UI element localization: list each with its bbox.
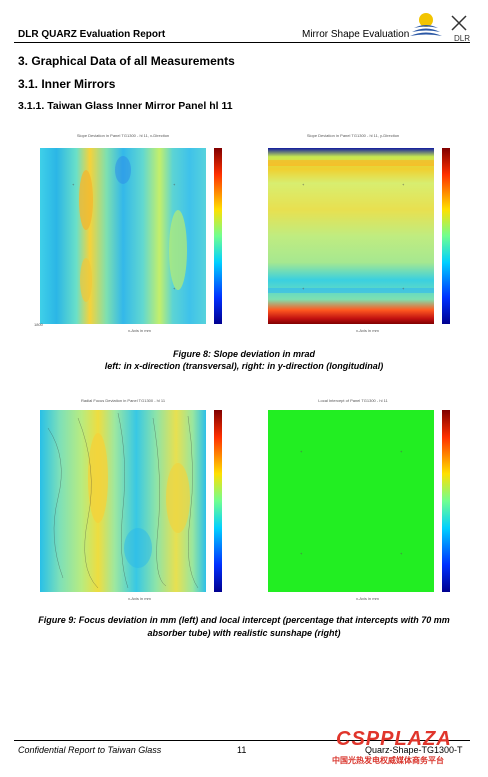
local-intercept-map: + + + + x-Axis in mm xyxy=(268,410,450,601)
svg-text:+: + xyxy=(402,286,405,291)
svg-text:+: + xyxy=(400,449,403,454)
slope-x-heatmap: + + + 1800 x-Axis in mm xyxy=(34,148,222,333)
figure-9-caption-line-1: Figure 9: Focus deviation in mm (left) a… xyxy=(38,615,450,625)
svg-text:x-Axis in mm: x-Axis in mm xyxy=(356,596,380,601)
svg-text:1800: 1800 xyxy=(34,322,44,327)
svg-text:x-Axis in mm: x-Axis in mm xyxy=(128,328,152,333)
figure-9-caption-line-2: absorber tube) with realistic sunshape (… xyxy=(147,628,341,638)
svg-text:+: + xyxy=(302,182,305,187)
page-number: 11 xyxy=(237,745,247,755)
svg-text:DLR: DLR xyxy=(454,34,470,43)
figure-8-caption-line-2: left: in x-direction (transversal), righ… xyxy=(104,361,384,371)
header-rule xyxy=(14,42,470,43)
plot-title-focus: Radial Focus Deviation in Panel TG1300 -… xyxy=(80,398,166,403)
svg-text:+: + xyxy=(300,449,303,454)
svg-text:x-Axis in mm: x-Axis in mm xyxy=(128,596,152,601)
svg-text:+: + xyxy=(402,182,405,187)
heading-level-2: 3.1. Inner Mirrors xyxy=(18,77,116,91)
watermark-subtitle: 中国光热发电权威媒体商务平台 xyxy=(332,756,444,765)
footer-rule xyxy=(14,740,470,741)
svg-text:+: + xyxy=(400,551,403,556)
heading-level-1: 3. Graphical Data of all Measurements xyxy=(18,54,235,68)
dlr-logo-icon: DLR xyxy=(410,13,470,43)
figure-8-caption-line-1: Figure 8: Slope deviation in mrad xyxy=(172,349,316,359)
svg-text:+: + xyxy=(72,182,75,187)
cspplaza-watermark: CSPPLAZA 中国光热发电权威媒体商务平台 xyxy=(330,728,480,772)
svg-text:+: + xyxy=(173,286,176,291)
svg-text:+: + xyxy=(300,551,303,556)
plot-title-slope-x: Slope Deviation in Panel TG1300 - hl 11,… xyxy=(76,133,170,138)
svg-text:x-Axis in mm: x-Axis in mm xyxy=(356,328,380,333)
slope-y-heatmap: + + + + x-Axis in mm xyxy=(268,148,450,333)
svg-text:+: + xyxy=(302,286,305,291)
plot-title-intercept: Local Intercept of Panel TG1300 - hl 11 xyxy=(318,398,388,403)
footer-document-id: Quarz-Shape-TG1300-T xyxy=(365,745,463,755)
watermark-brand: CSPPLAZA xyxy=(336,728,452,750)
focus-deviation-contour: x-Axis in mm xyxy=(40,410,222,601)
svg-text:+: + xyxy=(173,182,176,187)
section-title: Mirror Shape Evaluation xyxy=(302,29,410,40)
heading-level-3: 3.1.1. Taiwan Glass Inner Mirror Panel h… xyxy=(18,100,233,112)
footer-confidential: Confidential Report to Taiwan Glass xyxy=(18,745,162,755)
plot-title-slope-y: Slope Deviation in Panel TG1300 - hl 11,… xyxy=(306,133,400,138)
report-title: DLR QUARZ Evaluation Report xyxy=(18,29,166,40)
